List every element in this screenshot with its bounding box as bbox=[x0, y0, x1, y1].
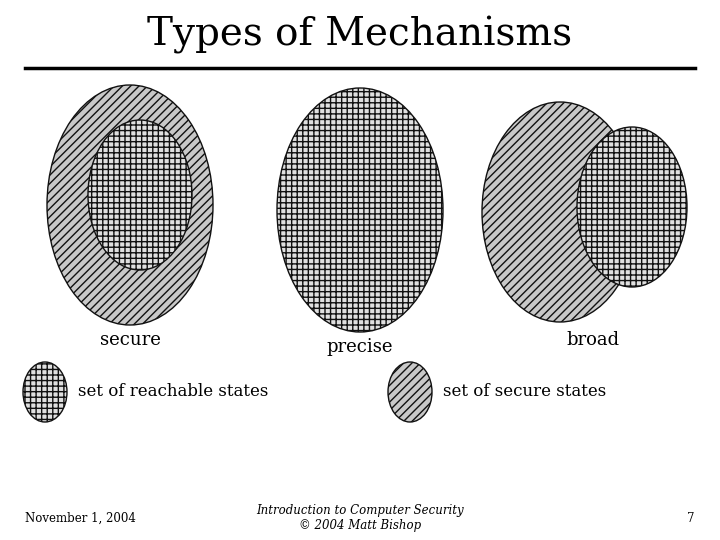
Ellipse shape bbox=[88, 120, 192, 270]
Ellipse shape bbox=[23, 362, 67, 422]
Ellipse shape bbox=[277, 88, 443, 332]
Ellipse shape bbox=[482, 102, 638, 322]
Text: 7: 7 bbox=[688, 511, 695, 524]
Text: Types of Mechanisms: Types of Mechanisms bbox=[148, 16, 572, 54]
Text: November 1, 2004: November 1, 2004 bbox=[25, 511, 136, 524]
Text: set of reachable states: set of reachable states bbox=[78, 383, 269, 401]
Text: set of secure states: set of secure states bbox=[443, 383, 606, 401]
Ellipse shape bbox=[577, 127, 687, 287]
Ellipse shape bbox=[47, 85, 213, 325]
Text: precise: precise bbox=[327, 338, 393, 356]
Text: Introduction to Computer Security
© 2004 Matt Bishop: Introduction to Computer Security © 2004… bbox=[256, 504, 464, 532]
Text: secure: secure bbox=[99, 331, 161, 349]
Text: broad: broad bbox=[567, 331, 620, 349]
Ellipse shape bbox=[388, 362, 432, 422]
